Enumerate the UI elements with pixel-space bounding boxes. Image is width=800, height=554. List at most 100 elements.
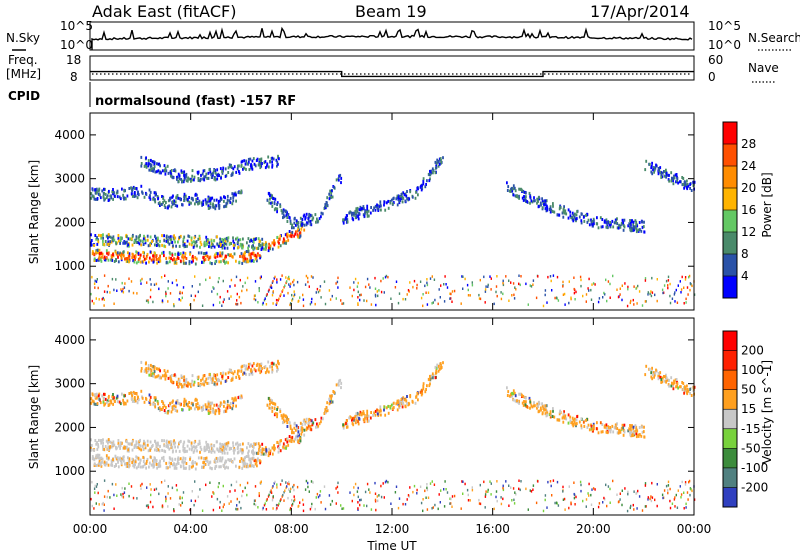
velocity-cell bbox=[241, 494, 243, 498]
velocity-cell bbox=[223, 451, 226, 455]
power-cell bbox=[157, 197, 159, 201]
velocity-cell bbox=[366, 419, 369, 423]
power-cell bbox=[623, 218, 626, 222]
power-cell bbox=[114, 250, 117, 254]
power-cell bbox=[110, 258, 112, 262]
velocity-cell bbox=[296, 426, 298, 430]
power-cell bbox=[617, 226, 620, 230]
velocity-cell bbox=[248, 457, 251, 461]
power-cell bbox=[196, 244, 198, 248]
velocity-cell bbox=[174, 441, 177, 445]
velocity-cell bbox=[252, 456, 255, 460]
velocity-cell bbox=[213, 382, 216, 386]
power-cell bbox=[252, 251, 255, 255]
velocity-cell bbox=[525, 487, 527, 491]
power-cell bbox=[109, 235, 112, 239]
velocity-cell bbox=[478, 498, 480, 502]
power-cell bbox=[679, 180, 682, 184]
velocity-cell bbox=[102, 400, 105, 404]
power-cell bbox=[316, 217, 318, 221]
velocity-cell bbox=[107, 456, 110, 460]
velocity-cell bbox=[675, 493, 677, 497]
velocity-cell bbox=[145, 367, 148, 371]
power-cell bbox=[663, 284, 666, 287]
power-cell bbox=[162, 197, 165, 200]
velocity-cell bbox=[605, 483, 607, 487]
power-cell bbox=[438, 288, 440, 291]
power-cell bbox=[93, 302, 95, 305]
velocity-cell bbox=[136, 401, 139, 405]
velocity-cell bbox=[689, 391, 691, 395]
power-cell bbox=[161, 234, 163, 238]
power-cell bbox=[128, 260, 130, 264]
power-cell bbox=[136, 292, 138, 295]
velocity-cell bbox=[183, 440, 186, 444]
velocity-cell bbox=[182, 445, 185, 449]
power-cell bbox=[356, 206, 359, 210]
power-cell bbox=[178, 244, 181, 248]
power-cell bbox=[510, 281, 512, 284]
power-cell bbox=[514, 189, 517, 193]
power-cell bbox=[518, 194, 520, 198]
power-cell bbox=[609, 221, 611, 224]
power-cell bbox=[365, 210, 367, 214]
power-cell bbox=[293, 217, 296, 221]
power-cell bbox=[284, 233, 287, 237]
power-cell bbox=[309, 222, 312, 226]
power-cell bbox=[544, 203, 547, 207]
power-cell bbox=[282, 240, 284, 244]
velocity-cell bbox=[121, 486, 123, 490]
power-cell bbox=[126, 194, 129, 198]
power-cell bbox=[223, 243, 225, 247]
power-cell bbox=[167, 240, 169, 244]
power-cell bbox=[366, 207, 369, 211]
power-cell bbox=[335, 282, 337, 285]
power-cell bbox=[591, 283, 593, 286]
velocity-cell bbox=[520, 480, 522, 483]
velocity-cell bbox=[400, 398, 403, 401]
power-cell bbox=[253, 294, 256, 297]
power-cell bbox=[432, 171, 434, 175]
power-cell bbox=[190, 179, 192, 183]
velocity-cell bbox=[570, 502, 572, 506]
power-cell bbox=[151, 240, 153, 243]
velocity-cell bbox=[514, 491, 516, 494]
power-cell bbox=[213, 168, 216, 172]
power-cell bbox=[537, 199, 539, 203]
power-cell bbox=[357, 290, 359, 294]
power-cell bbox=[428, 179, 431, 183]
velocity-cell bbox=[179, 439, 182, 443]
power-cell bbox=[529, 201, 531, 205]
velocity-cell bbox=[164, 371, 167, 375]
power-cell bbox=[247, 237, 250, 241]
velocity-cell bbox=[122, 459, 125, 463]
power-cell bbox=[269, 201, 272, 205]
velocity-cell bbox=[265, 449, 268, 453]
velocity-cell bbox=[163, 444, 166, 448]
power-cell bbox=[549, 210, 552, 214]
power-cell bbox=[131, 235, 134, 239]
velocity-cell bbox=[525, 396, 527, 400]
power-cell bbox=[147, 162, 150, 166]
power-cell bbox=[316, 287, 319, 291]
velocity-cell bbox=[306, 426, 309, 430]
power-cell bbox=[310, 275, 313, 278]
power-cell bbox=[249, 157, 252, 161]
power-cell bbox=[142, 259, 145, 263]
velocity-cell bbox=[101, 460, 103, 464]
power-cell bbox=[195, 257, 198, 261]
power-cell bbox=[232, 196, 235, 200]
velocity-cell bbox=[127, 462, 130, 466]
power-cell bbox=[173, 257, 175, 261]
power-cell bbox=[434, 171, 437, 175]
power-cell bbox=[426, 179, 428, 183]
velocity-cell bbox=[162, 402, 165, 405]
power-cell bbox=[667, 284, 669, 287]
power-cell bbox=[140, 164, 143, 168]
velocity-cell bbox=[115, 396, 118, 400]
velocity-cell bbox=[340, 381, 343, 385]
power-cell bbox=[420, 296, 423, 300]
velocity-cell bbox=[224, 409, 226, 413]
power-cell bbox=[582, 215, 585, 219]
velocity-cell bbox=[124, 402, 127, 406]
